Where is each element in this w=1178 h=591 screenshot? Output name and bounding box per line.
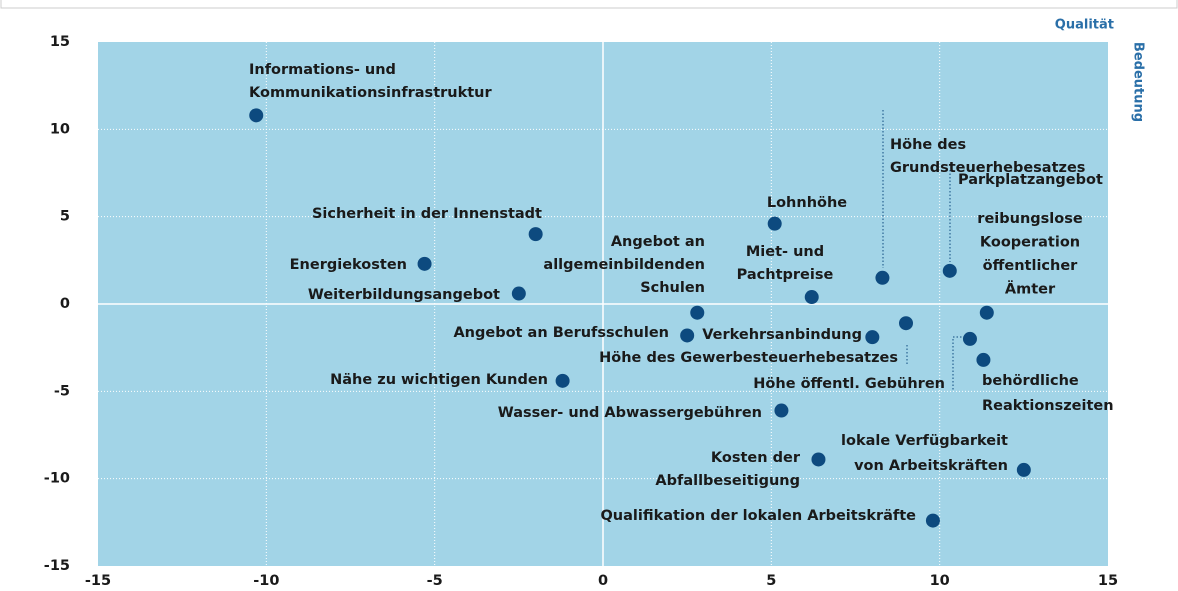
point-label: Lohnhöhe <box>767 195 847 211</box>
x-tick-label: 0 <box>598 573 608 589</box>
point-label: Kommunikationsinfrastruktur <box>249 85 492 101</box>
x-tick-label: -15 <box>85 573 111 589</box>
point-label: reibungslose <box>977 211 1083 227</box>
point-label: Höhe des Gewerbesteuerhebesatzes <box>599 350 898 366</box>
point <box>804 290 819 305</box>
point <box>555 373 570 388</box>
y-tick-label: -5 <box>54 383 70 399</box>
point-label: Nähe zu wichtigen Kunden <box>330 372 548 388</box>
x-tick-label: 5 <box>766 573 776 589</box>
point <box>925 513 940 528</box>
point <box>511 286 526 301</box>
y-tick-label: -10 <box>44 471 70 487</box>
y-tick-label: 5 <box>60 209 70 225</box>
point-label: allgemeinbildenden <box>543 257 705 273</box>
x-axis-title: Qualität <box>1055 18 1114 33</box>
point <box>979 305 994 320</box>
point <box>690 305 705 320</box>
point <box>962 331 977 346</box>
point-label: Informations- und <box>249 62 396 78</box>
point-label: Höhe des <box>890 137 966 153</box>
point <box>417 256 432 271</box>
point-label: öffentlicher <box>983 258 1078 274</box>
point-label: Angebot an Berufsschulen <box>453 325 669 341</box>
point-label: Energiekosten <box>290 257 407 273</box>
point <box>528 227 543 242</box>
point-label: Pachtpreise <box>737 267 834 283</box>
point-label: Angebot an <box>611 234 705 250</box>
leader-line <box>952 336 965 390</box>
point <box>1016 462 1031 477</box>
point-label: Weiterbildungsangebot <box>308 287 500 303</box>
point-label: Abfallbeseitigung <box>655 473 800 489</box>
point <box>774 403 789 418</box>
y-tick-label: 0 <box>60 296 70 312</box>
point <box>899 316 913 331</box>
y-axis-title: Bedeutung <box>1131 42 1146 122</box>
point-label: Kosten der <box>711 450 801 466</box>
point <box>875 270 890 285</box>
y-tick-label: 15 <box>50 34 70 50</box>
point <box>811 452 826 467</box>
point-label: behördliche <box>982 373 1079 389</box>
x-tick-label: -5 <box>427 573 443 589</box>
y-tick-label: 10 <box>50 121 70 137</box>
point-label: von Arbeitskräften <box>854 458 1008 474</box>
point-label: Reaktionszeiten <box>982 398 1114 414</box>
x-tick-label: 15 <box>1098 573 1118 589</box>
point-label: Verkehrsanbindung <box>702 327 862 343</box>
point-label: Miet- und <box>746 244 824 260</box>
header-frame <box>0 0 1178 9</box>
point <box>680 328 695 343</box>
x-tick-label: -10 <box>253 573 279 589</box>
point-label: Wasser- und Abwassergebühren <box>498 405 762 421</box>
point-label: Grundsteuerhebesatzes <box>890 160 1085 176</box>
point-label: Ämter <box>1005 281 1056 298</box>
point <box>767 216 782 231</box>
point-label: Qualifikation der lokalen Arbeitskräfte <box>600 508 916 524</box>
point-label: Höhe öffentl. Gebühren <box>753 376 945 392</box>
point <box>976 352 991 367</box>
y-tick-label: -15 <box>44 558 70 574</box>
x-tick-label: 10 <box>930 573 950 589</box>
point <box>865 330 880 345</box>
point-label: lokale Verfügbarkeit <box>841 433 1008 449</box>
point-label: Sicherheit in der Innenstadt <box>312 206 542 222</box>
point-label: Kooperation <box>980 235 1080 251</box>
point <box>942 263 957 278</box>
point <box>249 108 264 123</box>
point-label: Parkplatzangebot <box>958 172 1103 188</box>
point-label: Schulen <box>640 280 705 296</box>
